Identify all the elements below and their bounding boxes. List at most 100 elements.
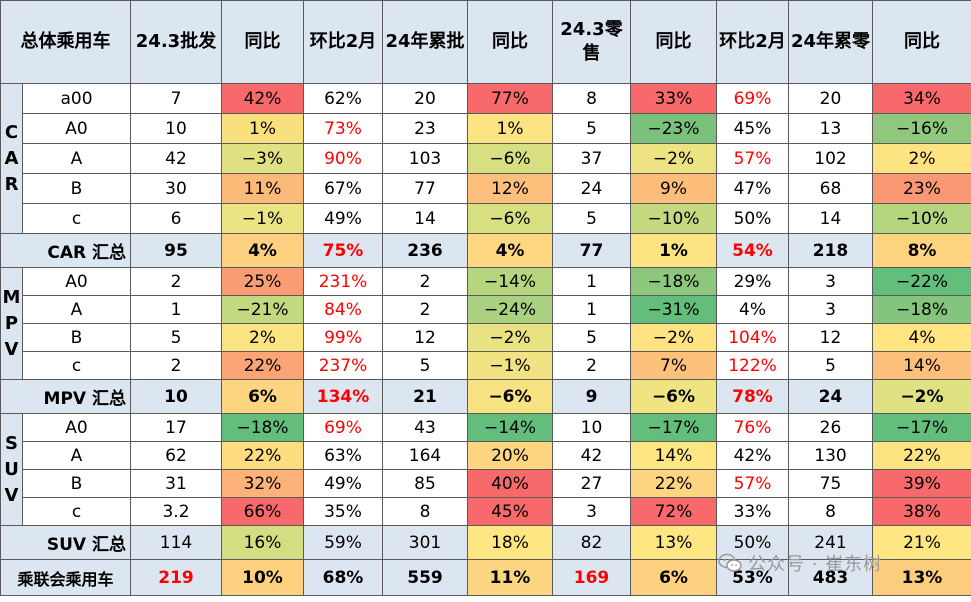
table-cell: 76% [716,413,789,442]
table-cell: −1% [467,351,553,380]
table-cell: −14% [467,267,553,296]
table-cell: 6 [130,203,222,234]
table-cell: 69% [716,83,789,114]
table-cell: 8 [552,83,631,114]
table-cell: 130 [788,441,873,470]
table-cell: 10 [552,413,631,442]
table-cell: 42 [552,441,631,470]
table-cell: 17 [130,413,222,442]
table-cell: 23 [382,113,468,144]
table-cell: 21 [382,379,468,414]
table-cell: 95 [130,233,222,268]
table-cell: 67% [303,173,383,204]
table-cell: −6% [467,379,553,414]
table-cell: −18% [221,413,304,442]
table-cell: 219 [130,559,222,596]
table-cell: 6% [630,559,717,596]
table-cell: 102 [788,143,873,174]
table-cell: 26 [788,413,873,442]
table-cell: 78% [716,379,789,414]
table-cell: 42% [716,441,789,470]
table-cell: 1% [630,233,717,268]
table-cell: 10 [130,113,222,144]
table-cell: 103 [382,143,468,174]
table-cell: 2% [221,323,304,352]
table-cell: 30 [130,173,222,204]
table-cell: 20 [382,83,468,114]
subtotal-label: MPV 汇总 [0,379,131,414]
table-cell: 45% [467,497,553,526]
table-cell: 57% [716,143,789,174]
table-cell: 33% [716,497,789,526]
table-cell: 5 [130,323,222,352]
table-cell: 24 [788,379,873,414]
column-header: 同比 [872,0,971,84]
table-cell: 1% [221,113,304,144]
table-row: A0 10 1% 73% 23 1% 5 −23% 45% 13 −16% [1,113,971,144]
table-cell: 10% [221,559,304,596]
table-cell: 35% [303,497,383,526]
table-cell: 68% [303,559,383,596]
subtotal-label: CAR 汇总 [0,233,131,268]
table-cell: 20 [788,83,873,114]
table-cell: 12 [788,323,873,352]
table-cell: 75 [788,469,873,498]
side-letter: V [4,338,19,360]
table-cell: 99% [303,323,383,352]
table-cell: 34% [872,83,971,114]
table-cell: 13% [630,525,717,560]
table-cell: −2% [872,379,971,414]
column-header: 同比 [221,0,304,84]
row-label: A0 [22,267,131,296]
table-cell: 241 [788,525,873,560]
table-cell: 69% [303,413,383,442]
table-cell: 57% [716,469,789,498]
side-letter: A [4,147,19,169]
side-letter: S [5,432,18,454]
column-header: 24.3零售 [552,0,631,84]
table-cell: 164 [382,441,468,470]
row-label: A0 [22,113,131,144]
table-cell: −22% [872,267,971,296]
table-cell: 231% [303,267,383,296]
table-cell: 7 [130,83,222,114]
table-cell: 43 [382,413,468,442]
side-letter: U [4,458,19,480]
table-cell: 54% [716,233,789,268]
table-row: B 5 2% 99% 12 −2% 5 −2% 104% 12 4% [1,323,971,352]
table-cell: 29% [716,267,789,296]
table-cell: −18% [630,267,717,296]
table-cell: 134% [303,379,383,414]
table-cell: 40% [467,469,553,498]
table-cell: 3 [552,497,631,526]
table-cell: 49% [303,469,383,498]
table-cell: 14% [872,351,971,380]
table-cell: 1 [130,295,222,324]
table-cell: 77 [382,173,468,204]
table-cell: 42% [221,83,304,114]
table-cell: −6% [630,379,717,414]
column-header: 同比 [467,0,553,84]
row-label: A [22,295,131,324]
table-cell: 1% [467,113,553,144]
table-cell: 14 [788,203,873,234]
subtotal-row: CAR 汇总 95 4% 75% 236 4% 77 1% 54% 218 8% [0,233,971,268]
table-cell: 82 [552,525,631,560]
table-cell: 2 [130,267,222,296]
table-cell: 169 [552,559,631,596]
row-label: c [22,351,131,380]
table-row: A 42 −3% 90% 103 −6% 37 −2% 57% 102 2% [1,143,971,174]
table-cell: 42 [130,143,222,174]
table-cell: −17% [630,413,717,442]
row-label: B [22,323,131,352]
table-cell: 122% [716,351,789,380]
table-cell: −6% [467,143,553,174]
table-cell: 8 [788,497,873,526]
table-cell: 37 [552,143,631,174]
column-header: 24年累批 [382,0,468,84]
table-cell: 66% [221,497,304,526]
table-row: c 3.2 66% 35% 8 45% 3 72% 33% 8 38% [1,497,971,526]
table-cell: −21% [221,295,304,324]
table-cell: 301 [382,525,468,560]
